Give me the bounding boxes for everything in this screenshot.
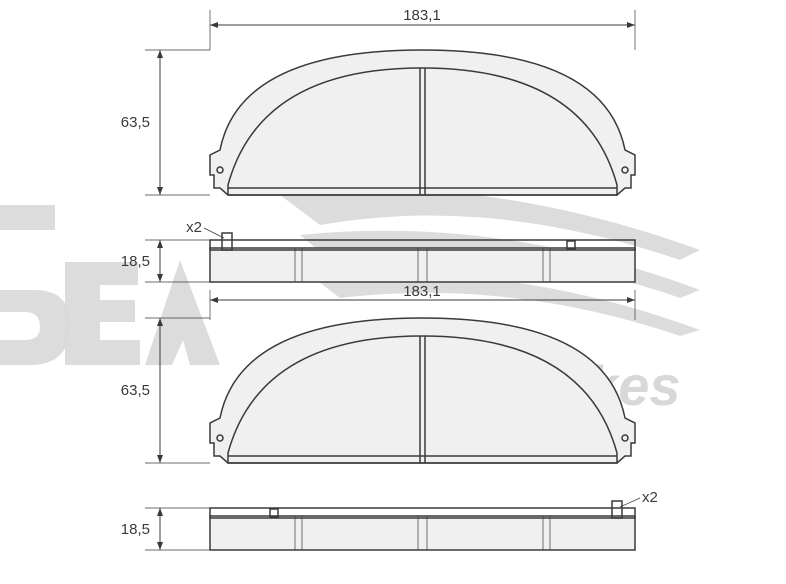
dim-width-bottom: 183,1 [403,283,441,300]
top-pad-front: 183,1 63,5 [121,7,635,195]
drawing-svg: brakes 183,1 63,5 x2 [0,0,786,584]
dim-width-top: 183,1 [403,7,441,24]
technical-drawing: brakes 183,1 63,5 x2 [0,0,786,584]
dim-height-top: 63,5 [121,114,150,131]
bottom-pad-side: x2 18,5 [121,489,658,550]
top-pad-side: x2 18,5 [121,219,635,282]
dim-thick-top: 18,5 [121,253,150,270]
dim-height-bottom: 63,5 [121,382,150,399]
multiplier-top: x2 [186,219,202,236]
multiplier-bottom: x2 [642,489,658,506]
dim-thick-bottom: 18,5 [121,521,150,538]
